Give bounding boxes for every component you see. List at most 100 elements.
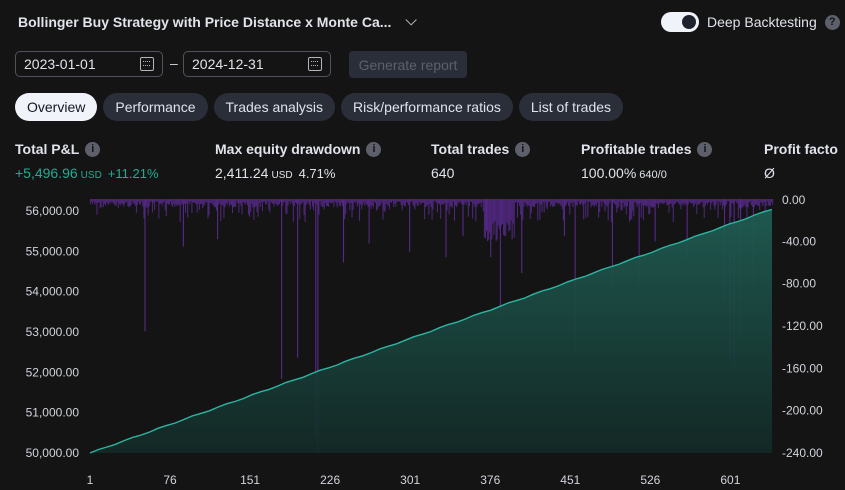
info-icon[interactable]: i <box>697 141 713 157</box>
drawdown-bar <box>544 199 546 203</box>
drawdown-bar <box>536 199 538 204</box>
drawdown-bar <box>385 199 387 204</box>
info-icon[interactable]: i <box>366 141 382 157</box>
equity-drawdown-chart[interactable]: 56,000.00 55,000.00 54,000.00 53,000.00 52,0… <box>0 190 845 490</box>
drawdown-bar <box>293 199 295 207</box>
drawdown-bar <box>476 199 478 207</box>
drawdown-bar <box>433 199 435 202</box>
drawdown-bar <box>573 199 575 202</box>
drawdown-bar <box>215 199 218 211</box>
total-trades-value: 640 <box>431 165 455 181</box>
drawdown-bar <box>387 199 389 206</box>
drawdown-bar <box>459 199 461 203</box>
drawdown-bar <box>688 199 690 202</box>
drawdown-bar <box>345 199 347 215</box>
drawdown-bar <box>755 199 758 205</box>
drawdown-bar <box>394 199 396 204</box>
drawdown-bar <box>578 199 580 204</box>
drawdown-bar <box>135 199 137 213</box>
drawdown-bar <box>604 199 606 212</box>
drawdown-bar <box>593 199 595 207</box>
drawdown-bar <box>286 199 288 215</box>
end-date-input[interactable]: 2024-12-31 <box>183 51 331 77</box>
drawdown-bar <box>384 199 386 213</box>
drawdown-bar <box>307 199 309 203</box>
drawdown-bar <box>441 199 443 205</box>
drawdown-bar <box>123 199 125 207</box>
drawdown-bar <box>315 199 317 438</box>
drawdown-bar <box>272 199 274 205</box>
x-axis-tick-label: 451 <box>560 473 580 487</box>
drawdown-bar <box>452 199 454 202</box>
drawdown-bar <box>289 199 291 204</box>
drawdown-bar <box>626 199 628 207</box>
drawdown-bar <box>772 199 774 205</box>
drawdown-bar <box>600 199 602 202</box>
drawdown-bar <box>251 199 253 204</box>
drawdown-bar <box>164 199 166 211</box>
drawdown-bar <box>369 199 371 206</box>
drawdown-bar <box>682 199 684 206</box>
drawdown-bar <box>748 199 750 203</box>
drawdown-bar <box>267 199 269 202</box>
drawdown-bar <box>594 199 596 205</box>
drawdown-bar <box>202 199 204 209</box>
drawdown-bar <box>255 199 257 206</box>
info-icon[interactable]: i <box>515 141 531 157</box>
drawdown-bar <box>732 199 734 205</box>
end-date-value: 2024-12-31 <box>192 56 264 72</box>
generate-report-button[interactable]: Generate report <box>349 51 467 78</box>
drawdown-bar <box>480 199 482 207</box>
drawdown-bar <box>492 199 494 224</box>
drawdown-bar <box>329 199 331 203</box>
drawdown-bar <box>310 199 313 202</box>
drawdown-bar <box>372 199 374 208</box>
drawdown-bar <box>292 199 294 222</box>
profitable-trades-value: 100.00% <box>581 165 637 181</box>
drawdown-bar <box>217 199 219 240</box>
drawdown-bar <box>374 199 377 203</box>
drawdown-bar <box>227 199 229 202</box>
drawdown-bar <box>377 199 379 210</box>
drawdown-bar <box>150 199 152 202</box>
drawdown-bar <box>504 199 506 236</box>
drawdown-bar <box>655 199 657 204</box>
drawdown-bar <box>212 199 214 206</box>
left-axis-tick-label: 55,000.00 <box>26 244 80 258</box>
drawdown-bar <box>695 199 697 204</box>
drawdown-bar <box>151 199 153 213</box>
drawdown-bar <box>447 199 449 203</box>
drawdown-bar <box>152 199 155 203</box>
deep-backtesting-toggle[interactable] <box>661 12 699 32</box>
info-icon[interactable]: i <box>85 141 101 157</box>
drawdown-bar <box>96 199 98 215</box>
drawdown-bar <box>625 199 627 215</box>
drawdown-bar <box>498 199 500 230</box>
drawdown-bar <box>129 199 131 207</box>
drawdown-bar <box>295 199 298 204</box>
calendar-icon[interactable] <box>308 57 322 71</box>
strategy-selector[interactable]: Bollinger Buy Strategy with Price Distan… <box>18 14 418 30</box>
drawdown-bar <box>481 199 483 202</box>
start-date-input[interactable]: 2023-01-01 <box>15 51 163 77</box>
calendar-icon[interactable] <box>140 57 154 71</box>
tab-risk-performance-ratios[interactable]: Risk/performance ratios <box>341 93 513 121</box>
tab-trades-analysis[interactable]: Trades analysis <box>213 93 336 121</box>
drawdown-bar <box>599 199 601 212</box>
drawdown-bar <box>513 199 515 238</box>
drawdown-bar <box>348 199 350 203</box>
tab-list-of-trades[interactable]: List of trades <box>518 93 624 121</box>
drawdown-bar <box>726 199 728 204</box>
tab-overview[interactable]: Overview <box>15 93 98 121</box>
drawdown-bar <box>163 199 165 202</box>
help-icon[interactable]: ? <box>824 14 840 30</box>
drawdown-bar <box>143 199 145 218</box>
metric-profit-factor: Profit facto Ø <box>764 141 845 181</box>
tab-performance[interactable]: Performance <box>103 93 208 121</box>
drawdown-bar <box>397 199 399 202</box>
drawdown-bar <box>404 199 406 207</box>
x-axis-tick-label: 76 <box>163 473 177 487</box>
drawdown-bar <box>770 199 773 202</box>
drawdown-bar <box>556 199 558 203</box>
drawdown-bar <box>136 199 139 205</box>
